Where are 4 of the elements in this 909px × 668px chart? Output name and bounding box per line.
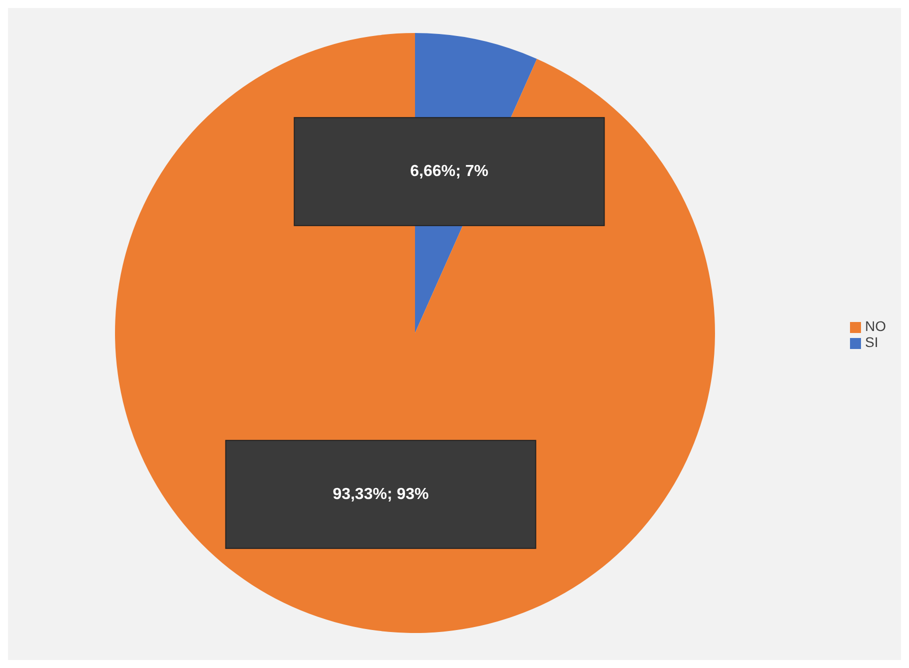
data-label: 6,66%; 7%	[410, 163, 488, 180]
legend-label: SI	[865, 334, 878, 350]
data-label: 93,33%; 93%	[332, 486, 429, 503]
legend-label: NO	[865, 318, 886, 334]
